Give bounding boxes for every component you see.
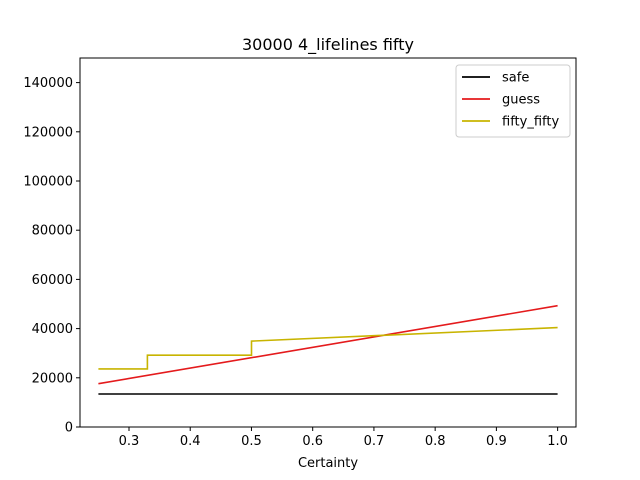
plot-frame	[79, 57, 577, 428]
x-axis: 0.3 0.4 0.5 0.6 0.7 0.8 0.9 1.0	[119, 427, 568, 449]
x-tick-label: 0.6	[302, 434, 323, 449]
y-tick-label: 140000	[23, 76, 73, 91]
legend: safe guess fifty_fifty	[455, 64, 571, 138]
y-axis: 0 20000 40000 60000 80000 100000 120000 140000	[23, 76, 80, 436]
x-axis-label: Certainty	[298, 456, 358, 471]
y-tick-label: 80000	[32, 224, 73, 239]
chart-title: 30000 4_lifelines fifty	[242, 35, 414, 55]
x-tick-label: 0.3	[119, 434, 140, 449]
y-tick-label: 0	[65, 421, 73, 436]
legend-label-guess: guess	[502, 93, 540, 108]
x-tick-label: 0.4	[180, 434, 201, 449]
x-tick-label: 1.0	[547, 434, 568, 449]
series-line-guess	[98, 304, 558, 385]
legend-box	[455, 64, 571, 138]
legend-label-fifty-fifty: fifty_fifty	[502, 115, 559, 130]
plot-series	[98, 304, 558, 395]
x-tick-label: 0.7	[364, 434, 385, 449]
y-tick-label: 40000	[32, 322, 73, 337]
y-tick-label: 20000	[32, 371, 73, 386]
y-tick-label: 60000	[32, 273, 73, 288]
y-tick-label: 120000	[23, 125, 73, 140]
series-line-fifty-fifty	[98, 326, 558, 370]
legend-label-safe: safe	[502, 71, 529, 86]
y-tick-label: 100000	[23, 175, 73, 190]
x-tick-label: 0.5	[241, 434, 262, 449]
x-tick-label: 0.8	[425, 434, 446, 449]
x-tick-label: 0.9	[486, 434, 507, 449]
